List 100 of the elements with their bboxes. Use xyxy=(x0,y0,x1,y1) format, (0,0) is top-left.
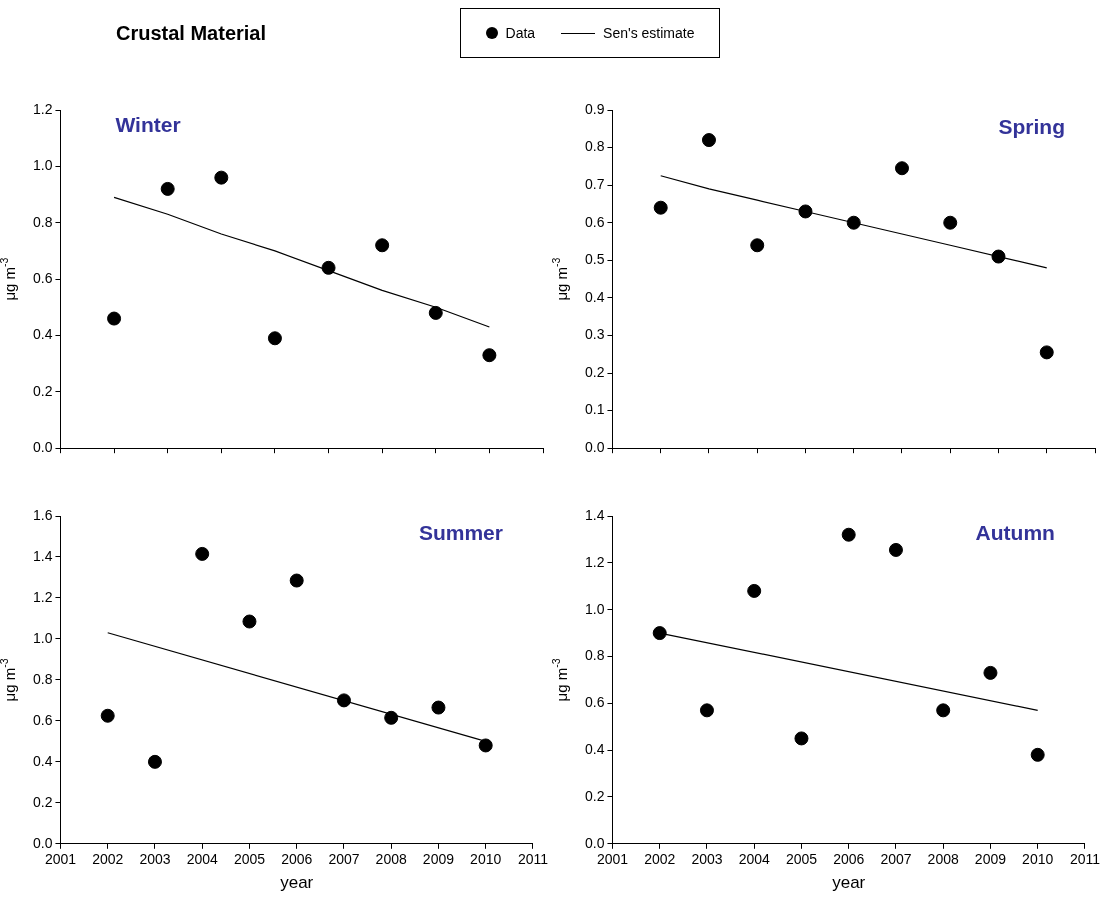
point xyxy=(983,665,998,680)
y-tick-label: 1.2 xyxy=(32,100,53,117)
chart-title: Spring xyxy=(998,114,1065,138)
point xyxy=(375,238,390,253)
y-tick-label: 0.2 xyxy=(32,382,53,399)
x-axis-title: year xyxy=(280,873,314,893)
x-tick-label: 2002 xyxy=(92,851,124,868)
y-tick-label: 1.4 xyxy=(32,547,53,564)
x-tick-label: 2001 xyxy=(44,851,77,868)
point xyxy=(1039,345,1054,360)
y-tick-label: 0.4 xyxy=(32,752,53,769)
x-tick-label: 2009 xyxy=(422,851,455,868)
y-tick-label: 1.6 xyxy=(32,506,53,523)
y-tick-label: 0.8 xyxy=(584,647,605,664)
y-axis-title: μg m-3 xyxy=(0,658,18,702)
point xyxy=(147,754,162,769)
y-tick-label: 0.0 xyxy=(584,439,605,456)
x-tick-label: 2008 xyxy=(375,851,407,868)
point xyxy=(242,614,257,629)
y-tick-label: 0.6 xyxy=(32,269,53,286)
point xyxy=(428,305,443,320)
legend-label: Data xyxy=(505,25,536,41)
chart-title: Summer xyxy=(418,520,503,544)
point xyxy=(336,693,351,708)
point xyxy=(991,249,1006,264)
y-axis-title: μg m-3 xyxy=(0,257,18,301)
x-tick-label: 2011 xyxy=(1069,851,1101,868)
point xyxy=(289,573,304,588)
y-tick-label: 0.0 xyxy=(584,834,605,851)
point xyxy=(267,331,282,346)
y-tick-label: 0.8 xyxy=(32,213,53,230)
y-tick-label: 0.9 xyxy=(584,100,605,117)
point xyxy=(653,200,668,215)
point xyxy=(701,133,716,148)
x-tick-label: 2005 xyxy=(785,851,818,868)
point xyxy=(214,170,229,185)
y-tick-label: 1.4 xyxy=(584,506,605,523)
y-tick-label: 0.6 xyxy=(584,213,605,230)
y-tick-label: 0.2 xyxy=(584,363,605,380)
point xyxy=(794,731,809,746)
x-tick-label: 2009 xyxy=(974,851,1007,868)
chart-title: Autumn xyxy=(975,520,1055,544)
point xyxy=(888,542,903,557)
y-tick-label: 0.1 xyxy=(584,401,605,418)
y-tick-label: 0.3 xyxy=(584,326,605,343)
y-axis-title: μg m-3 xyxy=(550,658,570,702)
point xyxy=(747,583,762,598)
y-tick-label: 0.6 xyxy=(584,694,605,711)
point xyxy=(321,260,336,275)
y-tick-label: 1.0 xyxy=(584,600,605,617)
x-tick-label: 2005 xyxy=(233,851,266,868)
point xyxy=(652,626,667,641)
y-tick-label: 1.0 xyxy=(32,157,53,174)
x-tick-label: 2003 xyxy=(691,851,723,868)
x-tick-label: 2011 xyxy=(517,851,549,868)
y-tick-label: 0.4 xyxy=(584,741,605,757)
y-tick-label: 0.2 xyxy=(32,793,53,810)
x-tick-label: 2002 xyxy=(644,851,676,868)
x-tick-label: 2004 xyxy=(738,851,770,868)
point xyxy=(699,703,714,718)
point xyxy=(160,181,175,196)
y-axis-title: μg m-3 xyxy=(550,257,570,301)
point xyxy=(100,708,115,723)
y-tick-label: 0.0 xyxy=(32,439,53,456)
y-tick-label: 0.2 xyxy=(584,787,605,804)
point xyxy=(384,710,399,725)
point xyxy=(841,527,856,542)
y-tick-label: 0.4 xyxy=(32,326,53,343)
point xyxy=(1030,747,1045,762)
text: Crustal Material xyxy=(116,22,267,45)
point xyxy=(482,348,497,363)
x-tick-label: 2010 xyxy=(470,851,502,868)
point xyxy=(798,204,813,219)
x-tick-label: 2006 xyxy=(281,851,313,868)
y-tick-label: 0.7 xyxy=(584,176,605,193)
point xyxy=(894,161,909,176)
point xyxy=(846,215,861,230)
x-tick-label: 2008 xyxy=(927,851,959,868)
y-tick-label: 0.6 xyxy=(32,711,53,728)
point xyxy=(478,738,493,753)
x-tick-label: 2006 xyxy=(833,851,865,868)
y-tick-label: 1.2 xyxy=(584,553,605,570)
point xyxy=(750,238,765,253)
point xyxy=(107,311,122,326)
y-tick-label: 1.2 xyxy=(32,588,53,605)
point xyxy=(943,215,958,230)
legend-label: Sen's estimate xyxy=(603,25,695,41)
chart-title: Winter xyxy=(115,112,181,136)
x-tick-label: 2010 xyxy=(1022,851,1054,868)
x-tick-label: 2007 xyxy=(880,851,912,868)
y-tick-label: 0.5 xyxy=(584,251,605,268)
point xyxy=(936,703,951,718)
y-tick-label: 1.0 xyxy=(32,629,53,646)
x-tick-label: 2001 xyxy=(596,851,629,868)
y-tick-label: 0.4 xyxy=(584,288,605,305)
point xyxy=(431,700,446,715)
x-tick-label: 2007 xyxy=(328,851,360,868)
y-tick-label: 0.0 xyxy=(32,834,53,851)
y-tick-label: 0.8 xyxy=(584,138,605,155)
x-axis-title: year xyxy=(832,873,866,893)
